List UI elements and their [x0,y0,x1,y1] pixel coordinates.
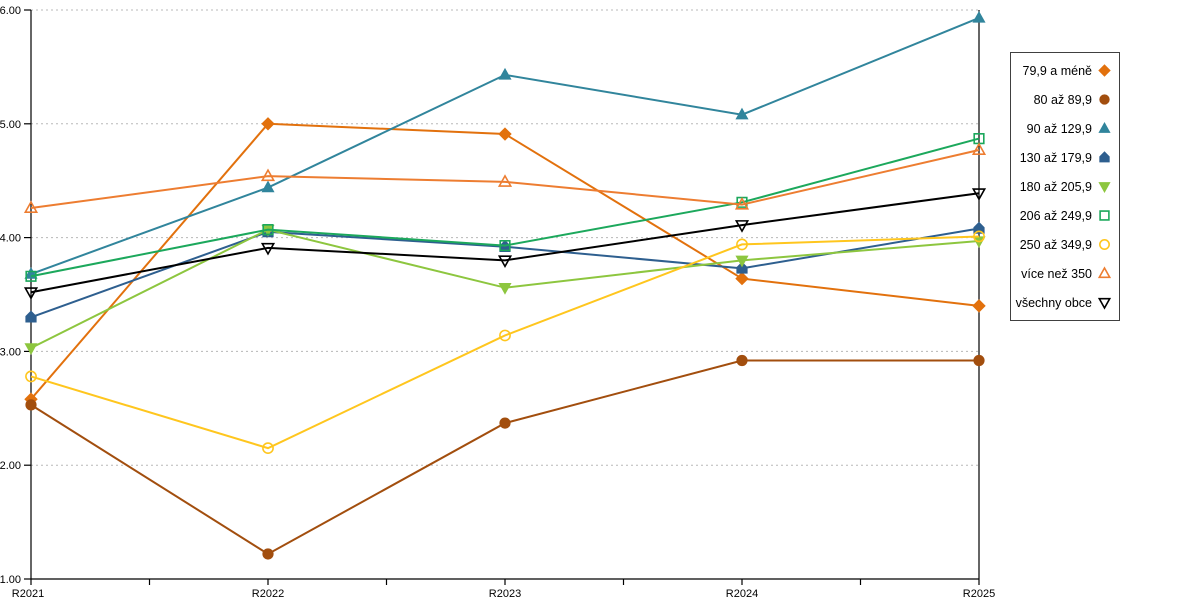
triangle-up-marker-icon [971,142,987,155]
legend-item-label: 79,9 a méně [1022,63,1093,78]
pentagon-marker-icon [1099,151,1110,163]
square-marker-icon [262,224,274,236]
series-line [30,359,979,556]
diamond-marker-icon [735,271,749,286]
pentagon-legend-icon [1099,151,1110,163]
legend-item: 130 až 179,9 [1011,143,1119,172]
circle-marker-icon [25,370,37,383]
legend-item: 250 až 349,9 [1011,230,1119,259]
triangle-down-marker-icon [497,255,513,268]
series-line [30,148,980,210]
triangle-up-marker-icon [1097,266,1112,279]
triangle-up-marker-icon [260,168,276,182]
legend-item-label: 130 až 179,9 [1019,150,1092,165]
legend-item-label: 80 až 89,9 [1033,92,1092,107]
triangle-down-marker-icon [24,343,38,356]
legend-item-label: 206 až 249,9 [1019,208,1092,223]
legend-item: 180 až 205,9 [1011,172,1119,201]
triangle-up-marker-icon [497,174,513,187]
legend-item: více než 350 [1011,259,1119,288]
x-axis-label: R2023 [489,588,521,600]
legend-item-label: více než 350 [1021,266,1092,281]
triangle-down-legend-icon [1097,297,1112,310]
square-marker-icon [25,270,37,282]
legend-item-label: 90 až 129,9 [1026,121,1092,136]
triangle-up-marker-icon [735,107,749,120]
y-axis-label: 1.00 [0,574,21,586]
square-legend-icon [1099,210,1110,221]
chart-legend: 79,9 a méně 80 až 89,9 90 až 129,9 130 až 1… [1010,52,1120,321]
triangle-down-marker-icon [498,282,512,295]
triangle-down-marker-icon [1097,297,1112,310]
x-axis-label: R2024 [726,588,758,600]
square-marker-icon [499,239,511,252]
series-line [30,235,980,450]
legend-item: všechny obce [1011,288,1119,317]
circle-marker-icon [973,230,985,243]
triangle-down-marker-icon [260,242,276,256]
legend-item: 90 až 129,9 [1011,114,1119,143]
circle-marker-icon [1099,94,1110,105]
square-marker-icon [973,132,985,145]
triangle-up-legend-icon [1098,121,1111,133]
diamond-marker-icon [498,127,512,141]
y-axis-label: 2.00 [0,460,21,472]
circle-marker-icon [25,399,37,411]
diamond-marker-icon [261,117,275,131]
legend-item-label: všechny obce [1015,295,1092,310]
series-line [30,137,980,278]
circle-marker-icon [736,238,748,251]
y-axis-label: 5.00 [0,119,21,131]
y-axis-label: 4.00 [0,233,21,245]
triangle-up-marker-icon [498,67,512,80]
circle-legend-icon [1099,239,1110,250]
series-line [30,122,980,400]
triangle-up-marker-icon [23,200,39,214]
diamond-marker-icon [1098,64,1111,77]
pentagon-marker-icon [25,310,37,323]
triangle-down-marker-icon [23,287,39,300]
circle-marker-icon [1099,239,1110,250]
circle-marker-icon [262,442,274,455]
legend-item: 79,9 a méně [1011,56,1119,85]
circle-legend-icon [1099,94,1110,105]
x-axis-label: R2021 [12,588,44,600]
series-line [30,17,980,275]
square-marker-icon [1099,210,1110,221]
circle-marker-icon [736,354,748,367]
pentagon-marker-icon [736,261,748,274]
diamond-marker-icon [972,299,986,313]
diamond-legend-icon [1098,64,1111,77]
legend-item: 80 až 89,9 [1011,85,1119,114]
legend-item-label: 250 až 349,9 [1019,237,1092,252]
triangle-up-marker-icon [1098,121,1111,133]
circle-marker-icon [262,548,274,560]
circle-marker-icon [499,329,511,342]
legend-item: 206 až 249,9 [1011,201,1119,230]
circle-marker-icon [499,417,511,429]
x-axis-label: R2022 [252,588,284,600]
y-axis-label: 3.00 [0,346,21,358]
x-axis-label: R2025 [963,588,995,600]
triangle-up-marker-icon [734,196,750,210]
triangle-up-marker-icon [261,180,275,193]
circle-marker-icon [973,354,985,367]
triangle-down-legend-icon [1098,182,1111,194]
triangle-down-marker-icon [971,188,987,201]
series-line [30,192,980,294]
y-axis-label: 6.00 [0,5,21,17]
triangle-down-marker-icon [734,220,750,233]
triangle-down-marker-icon [735,255,749,268]
legend-item-label: 180 až 205,9 [1019,179,1092,194]
triangle-up-marker-icon [972,10,986,23]
triangle-down-marker-icon [1098,182,1111,194]
triangle-up-legend-icon [1097,266,1112,279]
